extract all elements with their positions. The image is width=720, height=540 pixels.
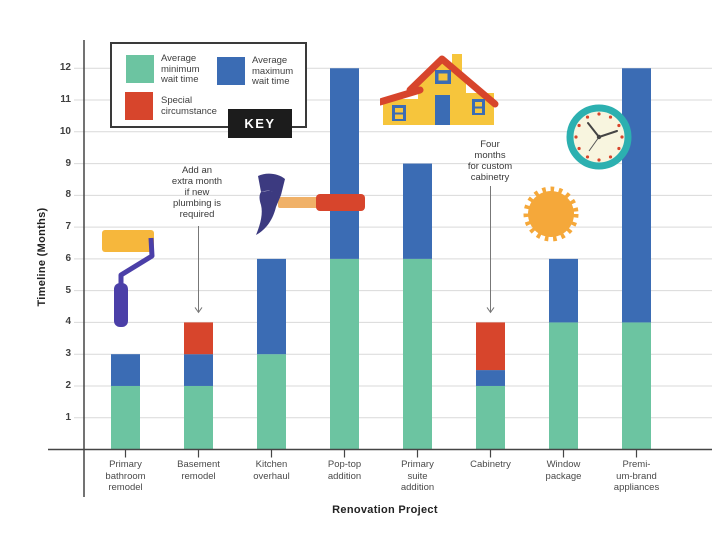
bar-min-0 (111, 385, 140, 450)
y-tick-label-5: 5 (65, 284, 71, 296)
clock-hour-dot (608, 115, 613, 119)
legend-label-line: Average (161, 53, 197, 64)
bar-min-2 (257, 354, 286, 450)
bar-special-5 (476, 322, 505, 371)
bar-max-6 (549, 258, 578, 323)
bar-min-1 (184, 385, 213, 450)
legend-label-max-wait: Average maximum wait time (252, 55, 294, 88)
legend-label-line: maximum (252, 65, 294, 77)
y-tick-label-12: 12 (59, 62, 71, 74)
bar-max-2 (257, 258, 286, 355)
clock-hour-dot (617, 123, 621, 128)
legend-label-line: circumstance (161, 105, 217, 117)
x-axis-title: Renovation Project (332, 504, 438, 516)
y-tick-label-9: 9 (65, 157, 71, 169)
bar-max-3 (330, 68, 359, 259)
legend-label-line: wait time (252, 76, 290, 87)
legend-label-line: Special (161, 95, 193, 106)
y-tick-label-7: 7 (65, 221, 71, 233)
clock-hour-dot (577, 146, 581, 151)
clock-hour-dot (620, 135, 624, 139)
annotation-plumbing: Add an extra month if new plumbing is requir… (171, 165, 223, 220)
bar-max-1 (184, 354, 213, 386)
category-label-7: Premi-um-brand appliances (613, 459, 660, 493)
category-label-6: Window package (545, 459, 582, 482)
bar-min-7 (622, 322, 651, 450)
legend-swatch-special (125, 92, 153, 120)
y-tick-label-11: 11 (60, 94, 71, 106)
legend-label-line: minimum (161, 63, 200, 75)
clock-hour-dot (608, 155, 613, 159)
key-tag: KEY (228, 109, 292, 138)
y-tick-label-6: 6 (65, 252, 71, 264)
legend-swatch-max-wait (217, 57, 245, 85)
house-icon (380, 54, 499, 125)
annotation-cabinetry: Four months for custom cabinetry (467, 139, 513, 183)
y-tick-label-3: 3 (65, 348, 71, 360)
sun-icon (523, 186, 579, 242)
bar-max-7 (622, 68, 651, 323)
category-label-2: Kitchen overhaul (253, 459, 290, 482)
y-tick-label-10: 10 (59, 125, 71, 137)
hammer-icon (256, 173, 365, 235)
bar-special-1 (184, 322, 213, 355)
annotation-arrowhead-0 (194, 307, 203, 314)
legend-label-min-wait: Average minimum wait time (161, 53, 200, 86)
legend-label-special: Special circumstance (161, 95, 217, 117)
y-tick-label-1: 1 (65, 411, 71, 423)
y-tick-label-2: 2 (65, 379, 71, 391)
annotation-arrowhead-1 (486, 307, 495, 314)
bar-max-4 (403, 163, 432, 259)
clock-hour-dot (577, 123, 581, 128)
clock-hour-dot (597, 158, 601, 162)
bar-min-6 (549, 322, 578, 450)
bar-min-4 (403, 258, 432, 450)
bar-max-5 (476, 370, 505, 386)
legend-label-line: Average (252, 55, 288, 66)
clock-hour-dot (585, 155, 590, 159)
paint-roller-icon (102, 230, 155, 327)
clock-hour-dot (574, 135, 578, 139)
bar-max-0 (111, 354, 140, 386)
y-tick-label-8: 8 (65, 189, 71, 201)
bar-min-5 (476, 385, 505, 450)
clock-hour-dot (617, 146, 621, 151)
clock-icon (566, 104, 632, 170)
clock-hour-dot (597, 112, 601, 116)
category-label-1: Basement remodel (177, 459, 220, 482)
category-label-4: Primary suite addition (400, 459, 435, 493)
legend-label-line: wait time (161, 74, 199, 85)
category-label-5: Cabinetry (470, 459, 511, 470)
category-label-0: Primary bathroom remodel (105, 459, 146, 493)
category-label-3: Pop-top addition (327, 459, 362, 482)
clock-hour-dot (585, 115, 590, 119)
bar-min-3 (330, 258, 359, 450)
y-tick-label-4: 4 (65, 316, 71, 328)
legend-swatch-min-wait (126, 55, 154, 83)
